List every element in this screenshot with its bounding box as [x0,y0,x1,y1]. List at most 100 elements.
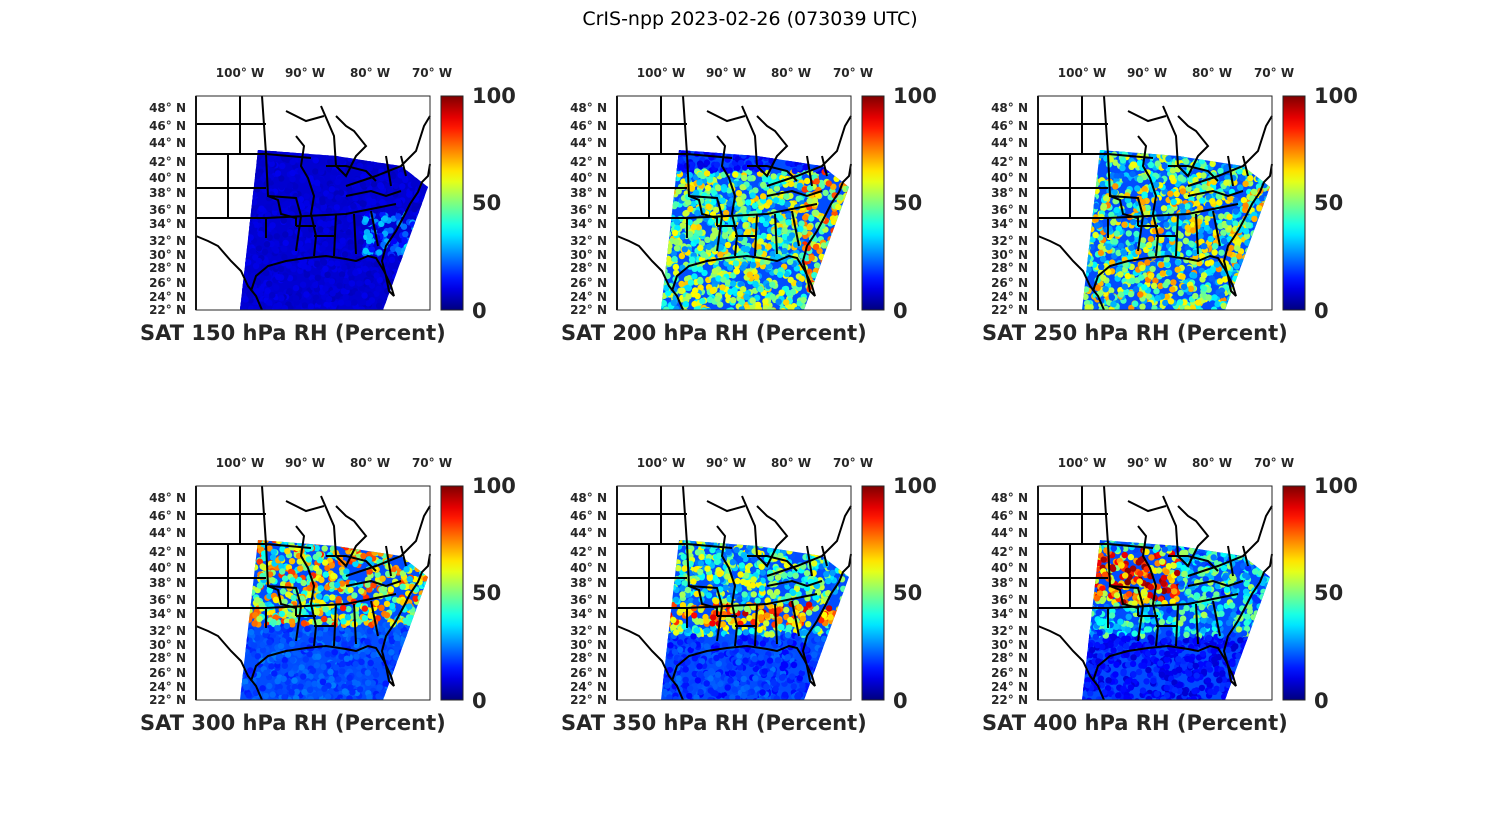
rh-observation [242,588,250,595]
rh-observation [668,196,675,203]
rh-observation [791,167,799,175]
rh-observation [241,548,249,555]
rh-observation [1265,282,1270,289]
rh-observation [365,150,373,153]
rh-observation [739,264,747,271]
rh-observation [1263,295,1270,302]
rh-observation [400,307,408,310]
rh-observation [1082,177,1088,185]
rh-observation [314,150,322,155]
rh-observation [1108,287,1115,294]
rh-observation [821,297,828,304]
rh-observation [759,150,766,155]
rh-observation [813,262,821,269]
rh-observation [843,247,849,254]
rh-observation [1112,159,1119,166]
panel-title: SAT 250 hPa RH (Percent) [982,321,1288,345]
rh-observation [425,644,428,652]
rh-observation [765,243,772,250]
lat-tick-label: 24° N [570,290,607,304]
rh-observation [1237,279,1244,286]
rh-observation [423,262,428,269]
rh-observation [840,272,847,280]
rh-observation [1189,227,1197,234]
rh-observation [739,150,747,152]
rh-observation [324,651,331,658]
lat-tick-label: 40° N [991,171,1028,185]
rh-observation [402,651,410,658]
rh-observation [820,262,828,269]
rh-observation [1257,154,1265,161]
rh-observation [1136,159,1144,167]
rh-observation [724,241,732,249]
rh-observation [848,301,849,308]
rh-observation [414,242,421,249]
rh-observation [307,303,315,310]
rh-observation [301,689,308,696]
rh-observation [1154,295,1161,302]
rh-observation [757,238,764,245]
rh-observation [1236,168,1243,175]
rh-observation [820,242,828,249]
rh-observation [735,190,743,197]
rh-observation [1232,208,1240,215]
rh-observation [726,200,733,207]
rh-observation [1221,276,1229,283]
rh-observation [1229,303,1237,310]
lat-tick-label: 48° N [991,101,1028,115]
rh-observation [776,237,783,244]
rh-observation [418,261,425,268]
rh-observation [1259,278,1267,285]
rh-observation [1147,161,1155,169]
rh-observation [415,257,423,264]
rh-observation [400,223,408,230]
rh-observation [334,194,342,201]
rh-observation [835,169,842,177]
rh-observation [352,150,359,152]
rh-observation [687,150,695,151]
rh-observation [421,668,428,675]
rh-observation [672,238,680,245]
rh-observation [1261,289,1268,296]
rh-observation [303,291,310,298]
rh-observation [846,200,849,207]
rh-observation [679,233,686,240]
rh-observation [266,545,273,552]
rh-observation [383,695,390,700]
rh-observation [837,226,844,234]
rh-observation [811,272,818,279]
rh-observation [1233,245,1241,252]
rh-observation [818,275,825,282]
rh-observation [1192,292,1199,300]
rh-observation [674,224,681,232]
rh-observation [1269,211,1270,218]
rh-observation [402,296,409,303]
rh-observation [333,260,341,267]
rh-observation [313,191,320,198]
rh-observation [1178,150,1185,153]
state-border [265,153,397,252]
rh-observation [263,241,271,248]
lat-tick-label: 46° N [570,119,607,133]
rh-observation [661,224,662,231]
rh-observation [823,151,830,158]
rh-observation [315,534,321,540]
lon-tick-label: 80° W [1192,66,1232,80]
rh-observation [399,659,406,666]
rh-observation [399,658,406,665]
colorbar-tick-label: 0 [472,299,487,323]
rh-observation [670,144,676,150]
rh-observation [1147,235,1155,243]
rh-observation [376,154,383,162]
rh-observation [1084,158,1091,165]
rh-observation [339,540,346,547]
rh-observation [761,143,767,149]
rh-observation [370,181,378,188]
rh-observation [346,185,353,193]
rh-observation [661,164,665,172]
rh-observation [1129,161,1137,168]
rh-observation [329,290,336,297]
rh-observation [1179,150,1186,157]
rh-observation [240,305,242,310]
rh-observation [802,214,809,221]
